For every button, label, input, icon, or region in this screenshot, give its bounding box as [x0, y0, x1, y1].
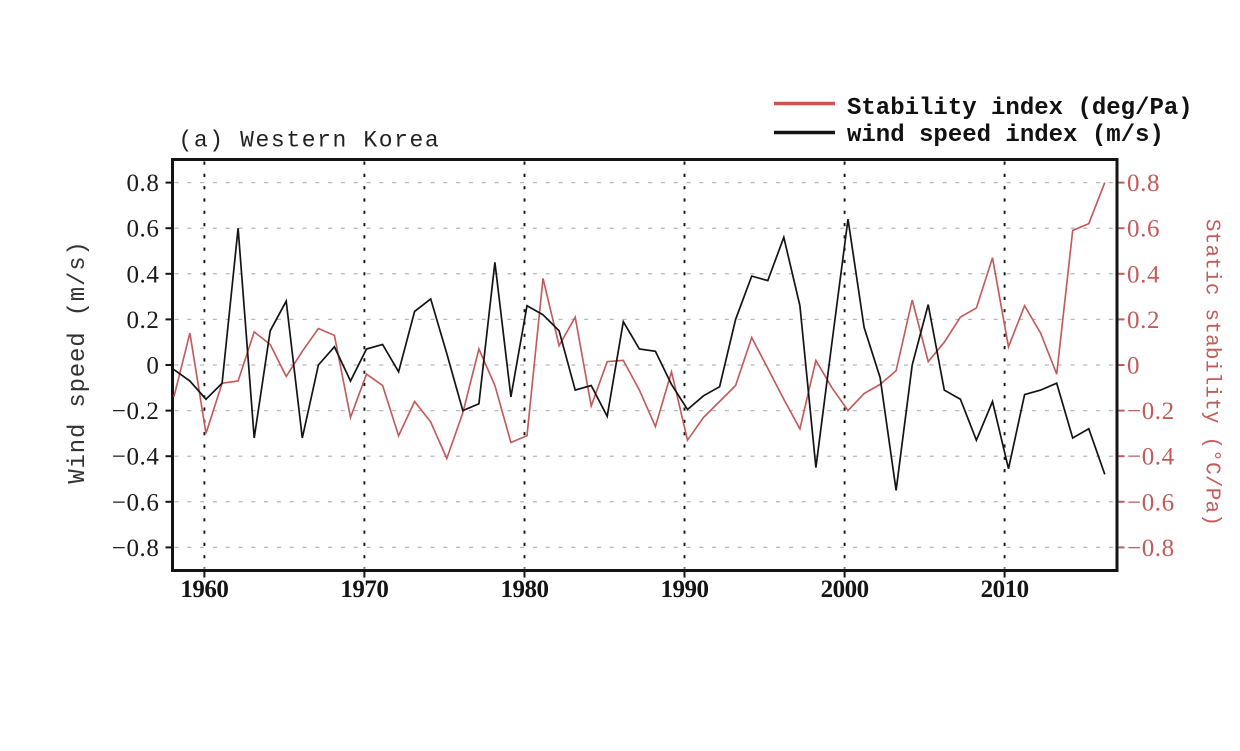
svg-text:wind speed index (m/s): wind speed index (m/s) — [847, 122, 1164, 149]
svg-text:0.8: 0.8 — [126, 170, 159, 197]
svg-text:Static stability (°C/Pa): Static stability (°C/Pa) — [1200, 219, 1223, 526]
svg-text:0.4: 0.4 — [126, 261, 159, 288]
svg-text:−0.6: −0.6 — [1127, 489, 1175, 516]
svg-text:1980: 1980 — [501, 576, 549, 603]
svg-text:0: 0 — [146, 353, 159, 380]
svg-text:2010: 2010 — [981, 576, 1029, 603]
svg-text:−0.4: −0.4 — [1127, 444, 1175, 471]
svg-text:−0.4: −0.4 — [112, 444, 160, 471]
svg-text:0.2: 0.2 — [126, 307, 159, 334]
svg-text:1960: 1960 — [180, 576, 228, 603]
svg-text:−0.2: −0.2 — [112, 398, 160, 425]
svg-text:1990: 1990 — [661, 576, 709, 603]
svg-text:(a) Western Korea: (a) Western Korea — [179, 128, 441, 154]
svg-text:−0.8: −0.8 — [1127, 535, 1175, 562]
svg-text:1970: 1970 — [340, 576, 388, 603]
svg-text:−0.2: −0.2 — [1127, 398, 1175, 425]
svg-text:Stability index (deg/Pa): Stability index (deg/Pa) — [847, 95, 1193, 122]
svg-text:−0.6: −0.6 — [112, 489, 160, 516]
svg-text:0: 0 — [1127, 353, 1140, 380]
svg-text:0.4: 0.4 — [1127, 261, 1160, 288]
svg-text:−0.8: −0.8 — [112, 535, 160, 562]
svg-text:0.2: 0.2 — [1127, 307, 1160, 334]
svg-text:2000: 2000 — [821, 576, 869, 603]
svg-text:Wind speed (m/s): Wind speed (m/s) — [65, 240, 92, 483]
svg-text:0.6: 0.6 — [126, 216, 159, 243]
svg-text:0.8: 0.8 — [1127, 170, 1160, 197]
svg-text:0.6: 0.6 — [1127, 216, 1160, 243]
